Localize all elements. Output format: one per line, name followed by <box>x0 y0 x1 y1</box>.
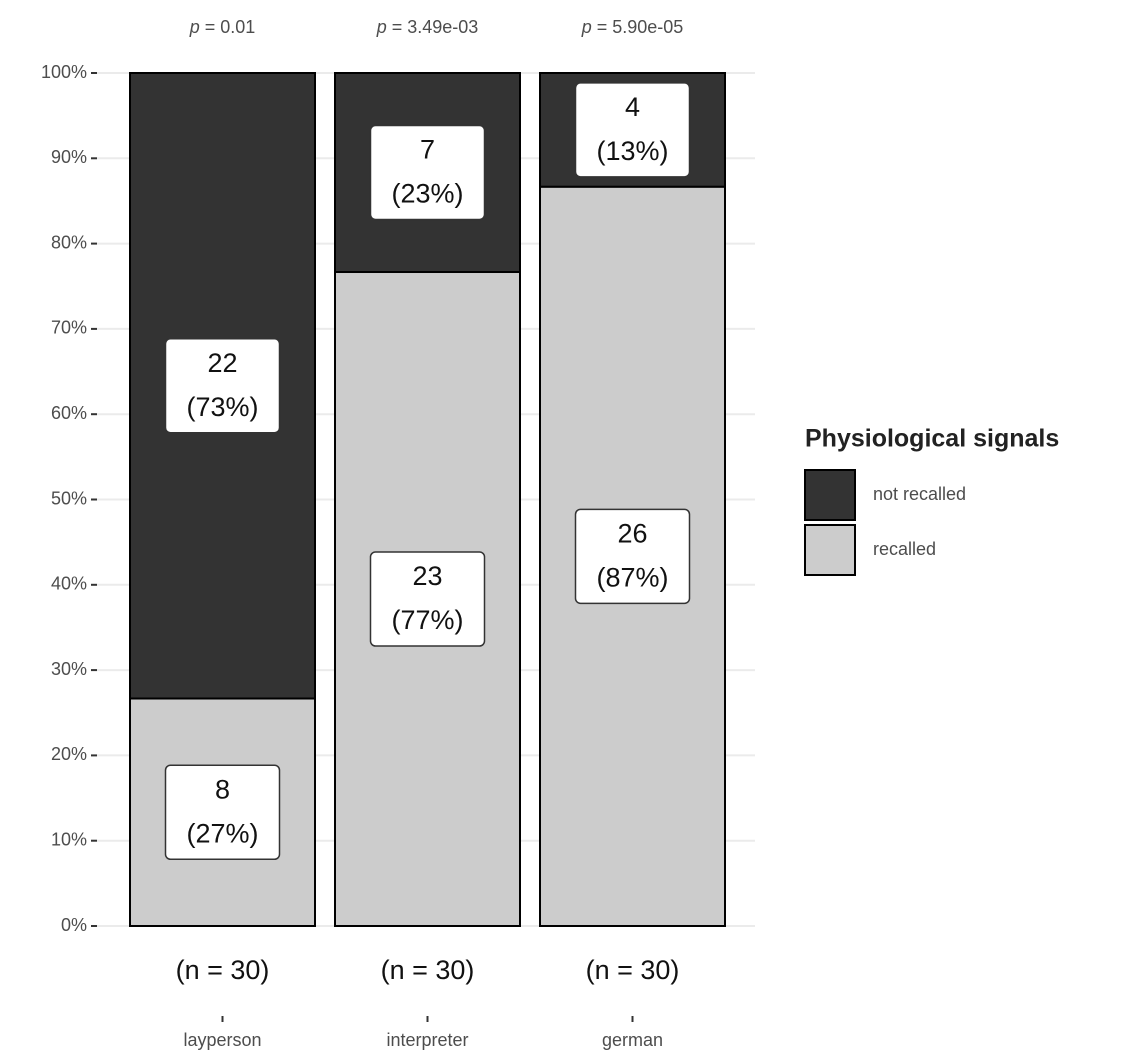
y-tick-label: 100% <box>41 62 87 82</box>
data-label-percent: (27%) <box>186 818 258 848</box>
data-label-box <box>574 508 691 605</box>
p-value: = 3.49e-03 <box>392 17 479 37</box>
data-label-box <box>164 764 281 861</box>
y-tick-label: 80% <box>51 232 87 252</box>
data-label-count: 23 <box>412 561 442 591</box>
x-tick-label: german <box>602 1030 663 1050</box>
y-tick-label: 40% <box>51 574 87 594</box>
y-tick-label: 30% <box>51 659 87 679</box>
data-label-box <box>369 551 486 647</box>
y-tick-label: 20% <box>51 744 87 764</box>
data-label-count: 7 <box>420 135 435 165</box>
p-value: = 0.01 <box>205 17 256 37</box>
data-label-box <box>574 82 691 178</box>
x-tick-label: interpreter <box>386 1030 468 1050</box>
data-label-percent: (87%) <box>596 562 668 592</box>
p-value: = 5.90e-05 <box>597 17 684 37</box>
data-label-box <box>164 338 281 434</box>
data-label-box <box>369 124 486 221</box>
n-label: (n = 30) <box>586 955 680 985</box>
data-label-percent: (73%) <box>186 392 258 422</box>
y-tick-label: 90% <box>51 147 87 167</box>
n-label: (n = 30) <box>381 955 475 985</box>
p-symbol: p <box>376 17 387 37</box>
legend-key <box>804 524 856 576</box>
p-symbol: p <box>189 17 200 37</box>
y-tick-label: 0% <box>61 915 87 935</box>
data-label-percent: (23%) <box>391 179 463 209</box>
data-label-count: 22 <box>207 348 237 378</box>
p-value-label: p = 5.90e-05 <box>581 17 684 37</box>
bar-segment <box>129 72 316 700</box>
x-tick-label: layperson <box>183 1030 261 1050</box>
data-label-count: 4 <box>625 92 640 122</box>
y-tick-label: 10% <box>51 829 87 849</box>
y-tick-label: 50% <box>51 488 87 508</box>
p-value-label: p = 0.01 <box>189 17 256 37</box>
y-tick-label: 60% <box>51 403 87 423</box>
p-value-label: p = 3.49e-03 <box>376 17 479 37</box>
data-label-percent: (13%) <box>596 136 668 166</box>
data-label-percent: (77%) <box>391 605 463 635</box>
legend-label: not recalled <box>873 484 966 504</box>
n-label: (n = 30) <box>176 955 270 985</box>
y-tick-label: 70% <box>51 318 87 338</box>
p-symbol: p <box>581 17 592 37</box>
data-label-count: 8 <box>215 774 230 804</box>
data-label-count: 26 <box>617 518 647 548</box>
legend-title: Physiological signals <box>805 425 1059 453</box>
legend-key <box>804 469 856 521</box>
legend-label: recalled <box>873 539 936 559</box>
